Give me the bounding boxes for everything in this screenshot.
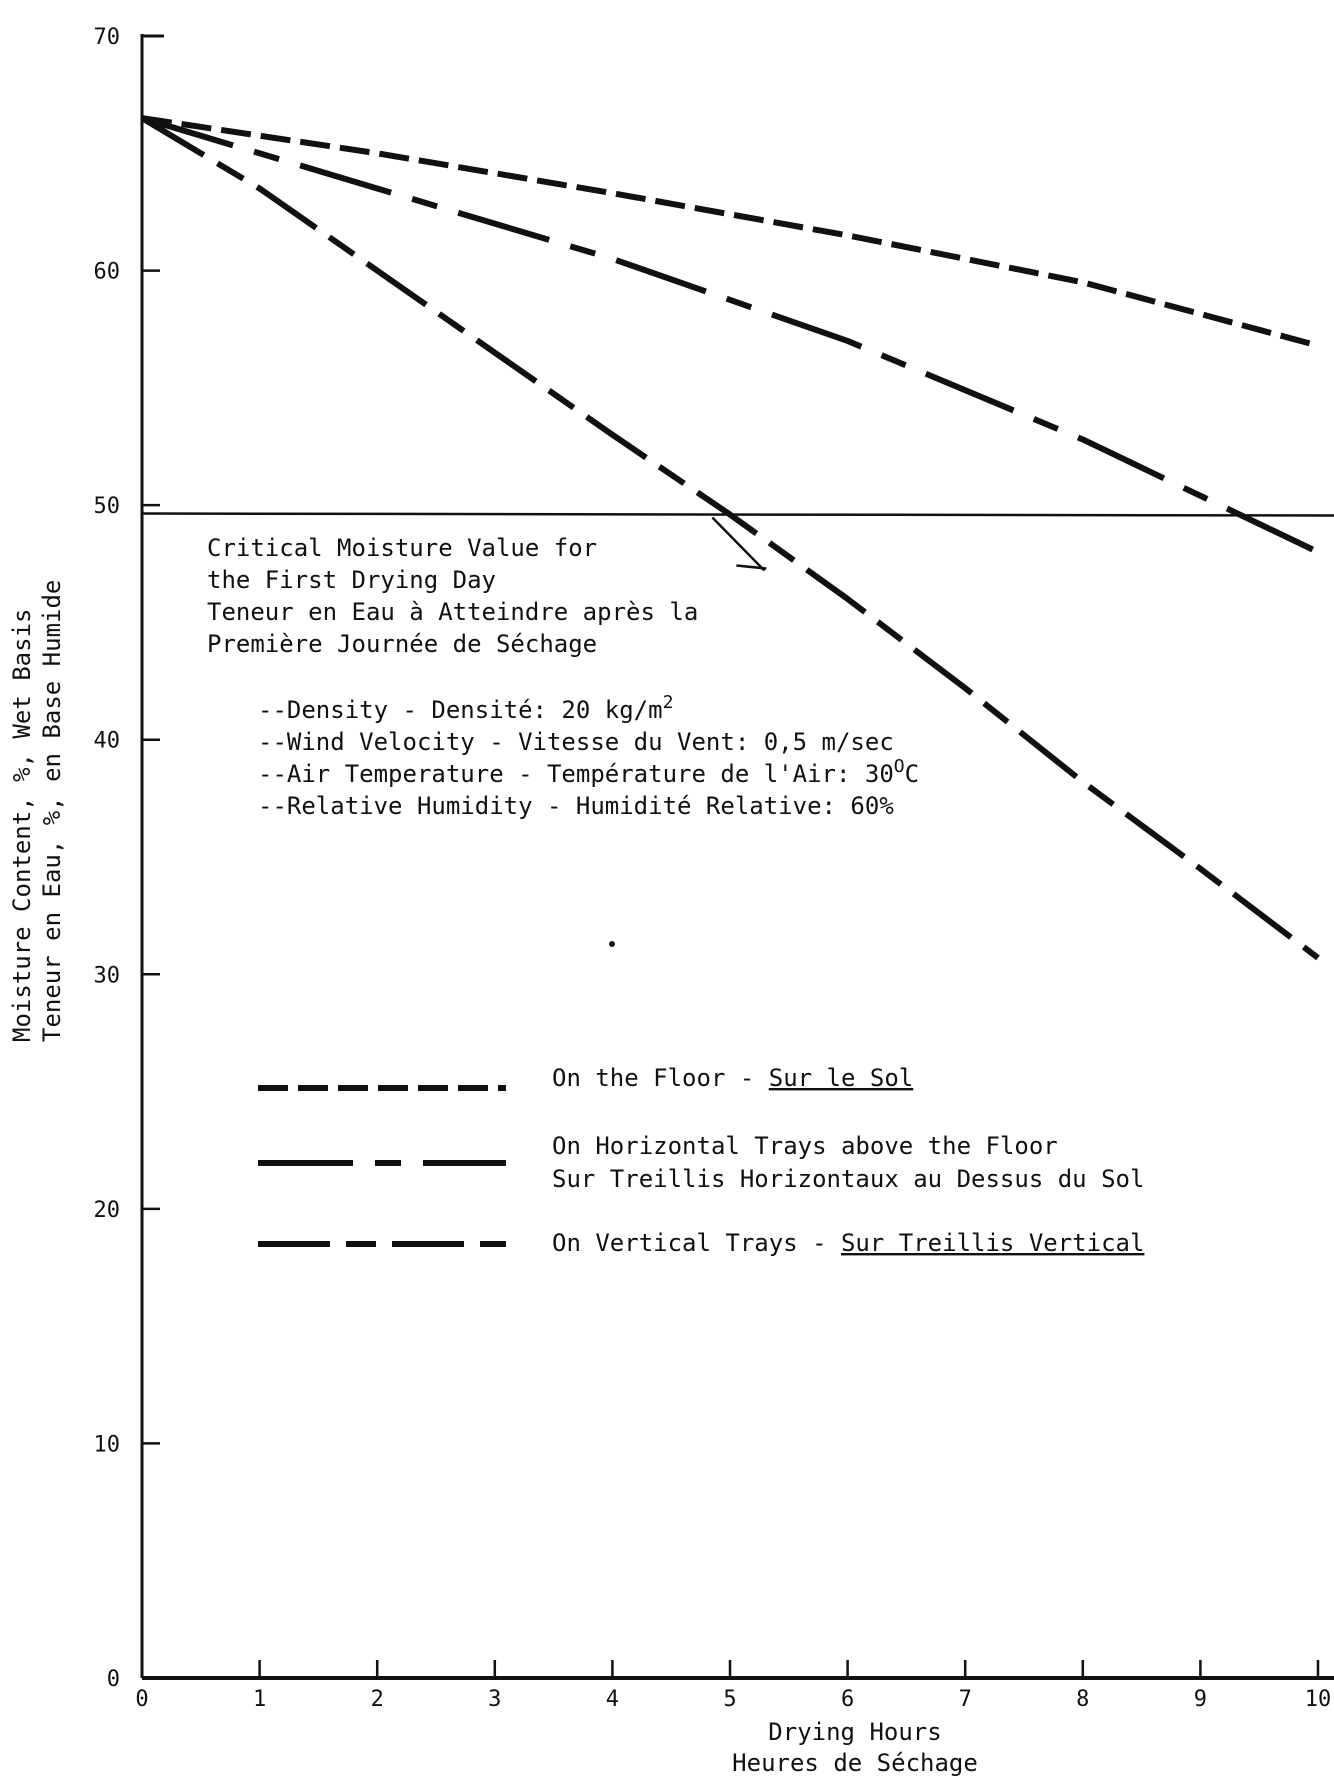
axis-ticks: 0 10 20 30 40 50 60 70 0 1 2 3 4 5 6 7 8 9 10 Drying Hours H… xyxy=(8,25,1331,1777)
series-line-2 xyxy=(141,115,1320,555)
y-axis-title: Moisture Content, %, Wet Basis xyxy=(8,609,36,1042)
critical-moisture-line xyxy=(141,512,1334,517)
condition-line: --Air Temperature - Température de l'Air… xyxy=(258,756,919,788)
arrow-head xyxy=(736,564,767,570)
x-tick-label: 1 xyxy=(253,1687,266,1712)
stray-dot xyxy=(609,941,615,947)
x-tick-label: 4 xyxy=(606,1687,619,1712)
legend-label-2b: Sur Treillis Horizontaux au Dessus du So… xyxy=(552,1165,1144,1193)
legend-label-3: On Vertical Trays - Sur Treillis Vertica… xyxy=(552,1229,1144,1257)
x-tick-label: 0 xyxy=(135,1687,148,1712)
x-tick-label: 10 xyxy=(1305,1687,1332,1712)
condition-line: --Density - Densité: 20 kg/m2 xyxy=(258,692,673,724)
x-tick-label: 3 xyxy=(488,1687,501,1712)
legend-label-2a: On Horizontal Trays above the Floor xyxy=(552,1132,1058,1160)
legend-label-1: On the Floor - Sur le Sol xyxy=(552,1064,913,1092)
annotation-line: Critical Moisture Value for xyxy=(207,534,597,562)
y-axis-title-fr: Teneur en Eau, %, en Base Humide xyxy=(38,580,66,1042)
legend: On the Floor - Sur le Sol On Horizontal T… xyxy=(258,1064,1144,1257)
y-tick-label: 30 xyxy=(94,963,121,988)
x-tick-label: 6 xyxy=(841,1687,854,1712)
y-tick-label: 70 xyxy=(94,25,121,50)
axes xyxy=(140,34,1334,1680)
series-line-1 xyxy=(141,115,1319,349)
x-tick-label: 2 xyxy=(371,1687,384,1712)
y-tick-label: 60 xyxy=(94,260,121,285)
x-tick-label: 7 xyxy=(959,1687,972,1712)
annotation-line: Teneur en Eau à Atteindre après la xyxy=(207,598,698,626)
x-tick-label: 9 xyxy=(1194,1687,1207,1712)
arrow-shaft xyxy=(711,516,766,572)
x-axis-title-fr: Heures de Séchage xyxy=(732,1749,978,1777)
y-tick-label: 10 xyxy=(94,1432,121,1457)
y-tick-label: 20 xyxy=(94,1198,121,1223)
x-tick-label: 8 xyxy=(1076,1687,1089,1712)
condition-line: --Relative Humidity - Humidité Relative:… xyxy=(258,792,894,820)
condition-line: --Wind Velocity - Vitesse du Vent: 0,5 m… xyxy=(258,728,894,756)
y-tick-label: 50 xyxy=(94,494,121,519)
y-axis-title-group: Moisture Content, %, Wet Basis Teneur en … xyxy=(8,580,66,1042)
annotation-group: Critical Moisture Value for the First Dry… xyxy=(141,512,1334,947)
y-tick-label: 40 xyxy=(94,729,121,754)
annotation-line: Première Journée de Séchage xyxy=(207,630,597,658)
y-tick-label: 0 xyxy=(107,1667,120,1692)
annotation-line: the First Drying Day xyxy=(207,566,496,594)
x-axis-title: Drying Hours xyxy=(768,1718,941,1746)
x-tick-label: 5 xyxy=(723,1687,736,1712)
